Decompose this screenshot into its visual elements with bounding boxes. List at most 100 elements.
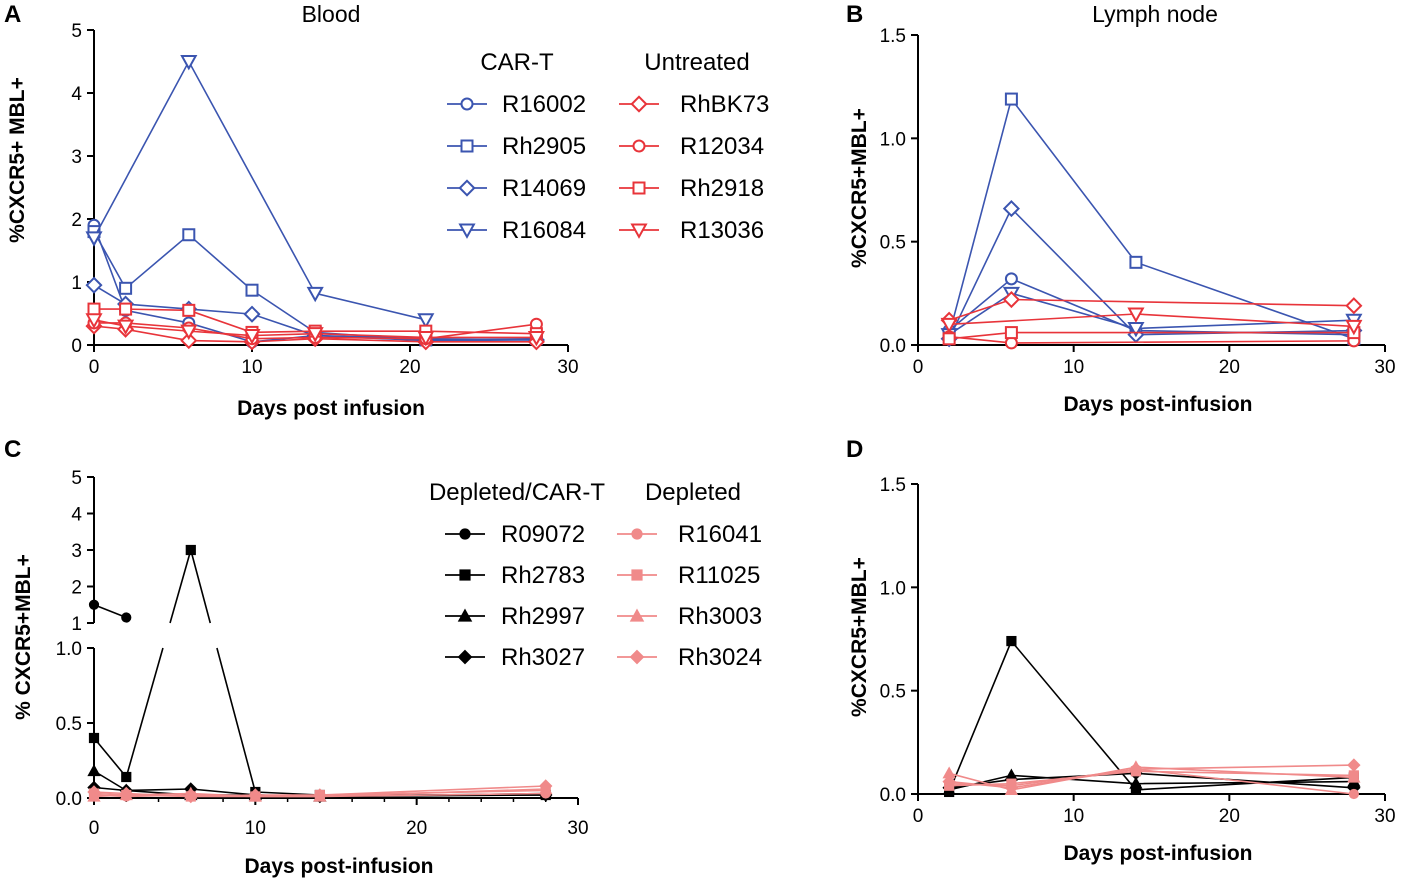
series-line-r13036 <box>949 313 1354 328</box>
panel-c-axes: 0 10 20 30 0.0 0.5 1.0 1 2 3 4 5 <box>56 468 589 839</box>
x-tick-label: 0 <box>913 357 924 378</box>
y-tick-label: 0.0 <box>56 789 82 810</box>
data-point-rh3024 <box>1129 762 1143 776</box>
data-point-r13036 <box>243 329 261 345</box>
x-tick-label: 0 <box>913 806 924 827</box>
data-point-rh2783 <box>1006 635 1017 647</box>
data-point-rhbk73 <box>1002 290 1020 309</box>
y-tick-label: 4 <box>71 84 82 105</box>
panel-d-plot <box>942 635 1361 800</box>
data-point-rh3003 <box>1347 770 1361 783</box>
panel-b-title: Lymph node <box>1092 1 1218 27</box>
series-segment-rh3027 <box>126 788 191 792</box>
data-point-r13036 <box>306 327 324 343</box>
data-point-r13036 <box>940 317 958 334</box>
legend-marker-r09072 <box>459 528 471 540</box>
y-tick-label: 1.0 <box>880 129 906 150</box>
panel-c-plot <box>87 544 553 804</box>
legend-label-rh3027: Rh3027 <box>501 644 585 671</box>
series-segment-rh3024 <box>190 794 256 798</box>
legend-label-r14069: R14069 <box>502 175 586 202</box>
data-point-rh3024 <box>942 774 956 789</box>
data-point-rh3024 <box>313 788 327 802</box>
legend-top: R16002 Rh2905 R14069 R16084 RhBK73 R12034 Rh29… <box>447 91 769 244</box>
legend-label-rhbk73: RhBK73 <box>680 91 769 118</box>
data-point-rh2783 <box>121 771 132 783</box>
x-tick-label: 30 <box>1374 357 1395 378</box>
data-point-r14069 <box>243 305 261 323</box>
legend-label-r16041: R16041 <box>678 521 762 548</box>
y-tick-label: 0.5 <box>880 682 906 703</box>
data-point-rh2905 <box>119 281 133 295</box>
y-tick-label: 0 <box>71 336 82 357</box>
series-segment-rh3024 <box>126 792 191 798</box>
legend-header-depleted-car-t: Depleted/CAR-T <box>429 479 605 506</box>
legend-marker-r13036 <box>630 223 648 239</box>
y-tick-label: 1.5 <box>880 26 906 47</box>
data-point-r16084 <box>417 313 435 329</box>
legend-marker-r16002 <box>460 97 474 111</box>
y-tick-label: 5 <box>71 21 82 42</box>
series-line-rh3024 <box>949 764 1354 789</box>
panel-label-d: D <box>846 436 863 463</box>
x-tick-label: 10 <box>1063 806 1084 827</box>
legend-marker-r16041 <box>631 528 643 540</box>
data-point-rh2918 <box>87 302 101 316</box>
legend-marker-r16084 <box>458 223 476 239</box>
data-point-r13036 <box>1127 307 1145 323</box>
panel-c-xlabel: Days post-infusion <box>244 855 433 878</box>
legend-header-depleted: Depleted <box>645 479 741 506</box>
data-point-rh2918 <box>182 303 196 317</box>
x-tick-label: 30 <box>567 818 588 839</box>
panel-label-a: A <box>4 1 21 28</box>
y-tick-label: 1.0 <box>880 578 906 599</box>
data-point-rh3024 <box>184 789 198 804</box>
data-point-r16084 <box>1127 321 1145 338</box>
data-point-rh3024 <box>539 779 553 793</box>
legend-label-r16084: R16084 <box>502 217 586 244</box>
legend-label-r09072: R09072 <box>501 521 585 548</box>
panel-a-ylabel: %CXCR5+ MBL+ <box>6 77 29 243</box>
series-segment-rh2783 <box>216 647 257 793</box>
panel-b-plot <box>940 92 1363 350</box>
data-point-r16084 <box>85 231 103 247</box>
data-point-rh2997 <box>87 764 101 777</box>
panel-c-ylabel: % CXCR5+MBL+ <box>12 554 35 720</box>
legend-label-rh2918: Rh2918 <box>680 175 764 202</box>
x-tick-label: 0 <box>89 357 100 378</box>
panel-b-axes: 0 10 20 30 0.0 0.5 1.0 1.5 <box>880 26 1396 378</box>
legend-label-rh3024: Rh3024 <box>678 644 762 671</box>
legend-label-rh2905: Rh2905 <box>502 133 586 160</box>
x-tick-label: 0 <box>89 818 100 839</box>
data-point-r14069 <box>85 276 103 294</box>
legend-marker-rh3027 <box>457 649 473 665</box>
panel-d-axes: 0 10 20 30 0.0 0.5 1.0 1.5 <box>880 475 1396 827</box>
legend-marker-rh2918 <box>632 181 646 195</box>
legend-marker-r12034 <box>632 139 646 153</box>
data-point-rh3024 <box>119 786 133 801</box>
panel-label-c: C <box>4 436 21 463</box>
panel-a-xlabel: Days post infusion <box>237 397 425 420</box>
y-tick-label: 3 <box>71 147 82 168</box>
series-line-rh2783 <box>948 639 1354 793</box>
data-point-r13036 <box>417 330 435 347</box>
series-line-rh2905 <box>948 97 1355 340</box>
data-point-rhbk73 <box>180 332 198 350</box>
panel-d-xlabel: Days post-infusion <box>1063 842 1252 865</box>
panel-a-title: Blood <box>302 1 361 27</box>
x-tick-label: 20 <box>406 818 427 839</box>
y-tick-label: 3 <box>71 541 82 562</box>
legend-header-car-t: CAR-T <box>480 49 554 76</box>
data-point-rh2918 <box>942 332 956 346</box>
y-tick-label: 1 <box>71 614 82 635</box>
x-tick-label: 10 <box>241 357 262 378</box>
data-point-r09072 <box>88 599 100 610</box>
series-line-r16084 <box>93 59 426 321</box>
x-tick-label: 30 <box>1374 806 1395 827</box>
y-tick-label: 0.5 <box>880 233 906 254</box>
x-tick-label: 20 <box>1219 357 1240 378</box>
data-point-rh2905 <box>1129 255 1143 269</box>
series-line-rh3027 <box>949 772 1354 789</box>
data-point-rhbk73 <box>1345 297 1363 315</box>
